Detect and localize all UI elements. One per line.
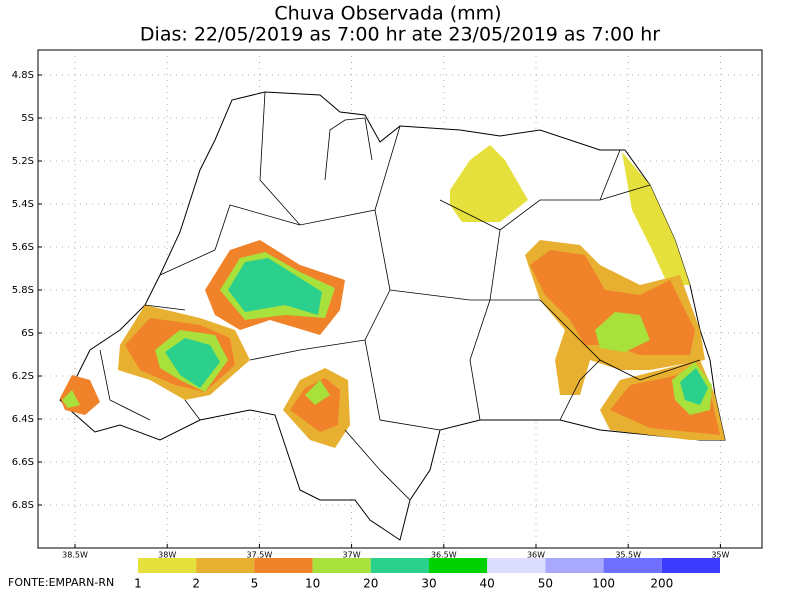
lat-label: 5.8S <box>12 285 34 296</box>
lon-label: 36W <box>527 551 545 560</box>
lat-label: 5S <box>21 113 34 124</box>
rain-areas <box>60 145 725 448</box>
rain-area <box>595 312 650 352</box>
border <box>324 117 373 181</box>
lon-label: 35W <box>711 551 729 560</box>
rain-area <box>622 152 690 285</box>
border <box>439 184 651 421</box>
legend-label: 100 <box>592 577 615 591</box>
legend-label: 10 <box>305 577 320 591</box>
legend-label: 30 <box>421 577 436 591</box>
lon-label: 37W <box>343 551 361 560</box>
border <box>99 349 411 501</box>
rain-area <box>62 390 80 408</box>
lat-label: 5.6S <box>12 242 34 253</box>
title: Chuva Observada (mm) <box>274 3 501 25</box>
legend-swatch <box>661 558 720 573</box>
map-frame <box>37 49 763 549</box>
legend-swatch <box>138 558 197 573</box>
lat-label: 6.2S <box>12 371 34 382</box>
state-outline <box>59 91 726 541</box>
municipal-borders <box>99 91 701 501</box>
legend-swatch <box>487 558 546 573</box>
legend-swatch <box>196 558 255 573</box>
rain-area <box>530 250 695 355</box>
rain-area <box>228 258 322 315</box>
legend-label: 200 <box>650 577 673 591</box>
legend-label: 5 <box>251 577 259 591</box>
lon-label: 37.5W <box>247 551 273 560</box>
lon-label: 38W <box>158 551 176 560</box>
legend-label: 2 <box>192 577 200 591</box>
lat-label: 4.8S <box>12 70 34 81</box>
lat-label: 6.4S <box>12 414 34 425</box>
latitude-labels: 4.8S 5S 5.2S 5.4S 5.6S 5.8S 6S 6.2S 6.4S 6.6S 6.8S <box>12 70 42 511</box>
border <box>144 249 540 361</box>
border <box>539 149 701 421</box>
lon-label: 38.5W <box>62 551 88 560</box>
legend-swatch <box>603 558 662 573</box>
legend-swatch <box>429 558 488 573</box>
rain-area <box>680 368 708 405</box>
legend-swatch <box>254 558 313 573</box>
lon-label: 35.5W <box>615 551 641 560</box>
lat-label: 6S <box>21 328 34 339</box>
lat-label: 6.8S <box>12 500 34 511</box>
legend-label: 20 <box>363 577 378 591</box>
source: FONTE:EMPARN-RN <box>8 576 114 589</box>
rain-area <box>305 380 330 405</box>
legend-label: 50 <box>538 577 553 591</box>
lat-label: 5.2S <box>12 156 34 167</box>
lat-label: 6.6S <box>12 457 34 468</box>
subtitle: Dias: 22/05/2019 as 7:00 hr ate 23/05/20… <box>140 24 660 46</box>
legend-swatch <box>370 558 429 573</box>
color-legend: 1 2 5 10 20 30 40 50 100 200 <box>134 558 720 591</box>
legend-swatch <box>312 558 371 573</box>
rain-area <box>450 145 528 222</box>
longitude-labels: 38.5W 38W 37.5W 37W 36.5W 36W 35.5W 35W <box>62 544 730 560</box>
lat-label: 5.4S <box>12 199 34 210</box>
legend-label: 40 <box>480 577 495 591</box>
rain-area <box>165 338 220 388</box>
legend-swatch <box>545 558 604 573</box>
legend-label: 1 <box>134 577 142 591</box>
lon-label: 36.5W <box>431 551 457 560</box>
